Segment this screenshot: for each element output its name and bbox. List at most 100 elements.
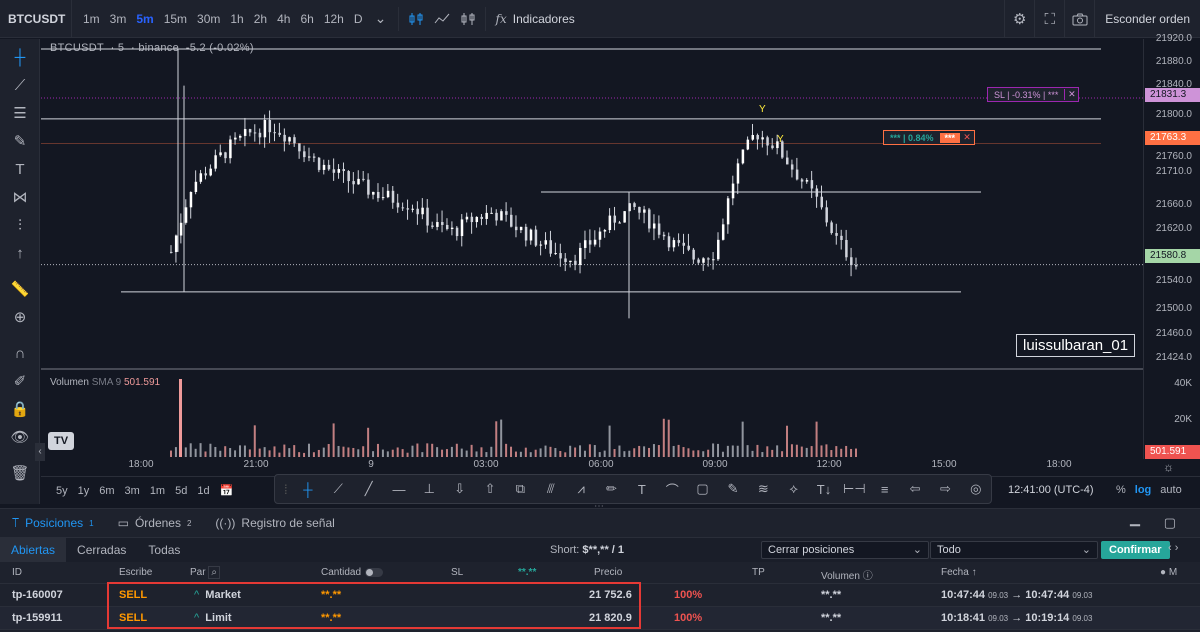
- range-1d[interactable]: 1d: [197, 484, 210, 497]
- date-range-icon[interactable]: ⊢⊣: [843, 481, 866, 496]
- camera-icon[interactable]: [1064, 0, 1094, 38]
- pencil-icon[interactable]: ✏: [606, 481, 617, 496]
- crosshair-icon[interactable]: ┼: [303, 481, 313, 497]
- percent-scale-toggle[interactable]: %: [1116, 484, 1126, 496]
- zoom-in-icon[interactable]: ⊕: [13, 309, 27, 326]
- col-type[interactable]: Escribe: [119, 567, 153, 578]
- lock-icon[interactable]: 🔒: [10, 401, 30, 418]
- maximize-icon[interactable]: ▢: [1163, 515, 1176, 530]
- arrow-left-icon[interactable]: ⇦: [909, 481, 921, 496]
- range-1m[interactable]: 1m: [149, 484, 166, 497]
- line-chart-icon[interactable]: [429, 0, 455, 38]
- ray-icon[interactable]: ╱: [364, 481, 373, 496]
- fib-fan-icon[interactable]: ≋: [757, 481, 769, 496]
- clock[interactable]: 12:41:00 (UTC-4): [1008, 484, 1094, 496]
- search-icon[interactable]: ⌕: [208, 566, 220, 579]
- subtab-all[interactable]: Todas: [148, 543, 181, 557]
- timeframe-4h[interactable]: 4h: [277, 11, 291, 26]
- bars-icon[interactable]: [455, 0, 481, 38]
- fullscreen-icon[interactable]: ⛶: [1034, 0, 1064, 38]
- tab-positions[interactable]: ⟙ Posiciones 1: [0, 509, 106, 538]
- table-row[interactable]: tp-159911 SELL ^ Limit **.** 21 820.9 10…: [0, 607, 1200, 630]
- scroll-arrows-icon[interactable]: ‹ ›: [1168, 542, 1179, 554]
- subtab-closed[interactable]: Cerradas: [77, 543, 127, 557]
- col-id[interactable]: ID: [12, 567, 22, 578]
- fib-icon[interactable]: ⫶: [18, 216, 22, 234]
- timeframe-1m[interactable]: 1m: [83, 11, 100, 26]
- candles-icon[interactable]: [403, 0, 429, 38]
- close-icon[interactable]: ✕: [1064, 89, 1078, 100]
- zigzag-icon[interactable]: ⩘: [577, 481, 585, 496]
- tp-order-label[interactable]: *** | 0.84% *** ✕: [883, 130, 976, 145]
- timeframe-3m[interactable]: 3m: [109, 11, 127, 26]
- col-tp[interactable]: TP: [752, 567, 765, 578]
- trend-line-icon[interactable]: ⟋: [333, 481, 343, 496]
- indicators-button[interactable]: fx Indicadores: [490, 12, 581, 26]
- col-pnl[interactable]: **.**: [518, 567, 537, 578]
- drag-handle-icon[interactable]: ⁞: [284, 481, 288, 497]
- trash-icon[interactable]: 🗑: [10, 465, 30, 482]
- log-scale-toggle[interactable]: log: [1134, 484, 1152, 496]
- range-1y[interactable]: 1y: [77, 484, 90, 497]
- timeframe-30m[interactable]: 30m: [197, 11, 221, 26]
- text-arrow-icon[interactable]: T↓: [816, 481, 832, 497]
- close-positions-select[interactable]: Cerrar posiciones ⌄: [761, 541, 929, 559]
- subtab-open[interactable]: Abiertas: [0, 538, 67, 562]
- arrow-up-icon[interactable]: ↑: [16, 244, 24, 262]
- more-icon[interactable]: ● M: [1160, 567, 1178, 578]
- lines-icon[interactable]: ≡: [880, 481, 889, 497]
- col-volume[interactable]: Volumen ⓘ: [821, 567, 873, 582]
- symbol-search[interactable]: BTCUSDT: [0, 0, 72, 38]
- horizontal-ray-icon[interactable]: —: [392, 481, 406, 497]
- hide-orders-button[interactable]: Esconder orden: [1094, 0, 1200, 38]
- arrow-up-icon[interactable]: ⇧: [484, 481, 496, 496]
- tab-orders[interactable]: ▭ Órdenes 2: [106, 509, 204, 538]
- arrow-down-icon[interactable]: ⇩: [454, 481, 466, 496]
- measure-icon[interactable]: ⟡: [789, 481, 798, 496]
- timeframe-12h[interactable]: 12h: [323, 11, 344, 26]
- help-icon[interactable]: ⓘ: [862, 571, 873, 582]
- collapse-left-icon[interactable]: ‹: [35, 443, 45, 461]
- chevron-down-icon[interactable]: ⌄: [374, 10, 387, 26]
- col-quantity[interactable]: Cantidad: [321, 567, 384, 578]
- timeframe-5m[interactable]: 5m: [136, 11, 154, 26]
- confirm-button[interactable]: Confirmar: [1101, 541, 1170, 559]
- arrow-right-icon[interactable]: ⇨: [939, 481, 951, 496]
- vertical-line-icon[interactable]: ⊥: [423, 481, 435, 496]
- text-icon[interactable]: T: [15, 160, 25, 178]
- lock-pencil-icon[interactable]: ✐: [13, 373, 27, 390]
- crosshair-icon[interactable]: ┼: [14, 48, 26, 66]
- target-icon[interactable]: ◎: [970, 481, 982, 496]
- pattern-icon[interactable]: ⋈: [12, 189, 28, 206]
- sl-order-label[interactable]: SL | -0.31% | *** ✕: [987, 87, 1080, 102]
- price-scale[interactable]: 21920.0 21880.0 21840.0 21800.0 21760.0 …: [1143, 33, 1200, 459]
- text-icon[interactable]: T: [637, 481, 646, 497]
- eye-icon[interactable]: 👁: [10, 429, 30, 446]
- curve-icon[interactable]: ⌒: [665, 482, 679, 498]
- range-3m[interactable]: 3m: [124, 484, 140, 497]
- timeframe-15m[interactable]: 15m: [163, 11, 188, 26]
- magnet-icon[interactable]: ∩: [14, 344, 26, 362]
- brush-icon[interactable]: ✎: [13, 133, 27, 150]
- timeframe-1h[interactable]: 1h: [230, 11, 244, 26]
- col-price[interactable]: Precio: [594, 567, 623, 578]
- brush-icon[interactable]: ✎: [727, 481, 739, 496]
- quantity-toggle[interactable]: [365, 567, 384, 577]
- ruler-icon[interactable]: 📏: [10, 281, 30, 298]
- trend-line-icon[interactable]: ⟋: [14, 76, 26, 94]
- time-axis[interactable]: 18:00 21:00 9 03:00 06:00 09:00 12:00 15…: [41, 459, 1143, 475]
- timeframe-2h[interactable]: 2h: [253, 11, 268, 26]
- filter-select[interactable]: Todo ⌄: [930, 541, 1098, 559]
- go-to-date-icon[interactable]: 📅: [219, 485, 234, 497]
- channel-icon[interactable]: ⧉: [515, 481, 526, 496]
- table-row[interactable]: tp-160007 SELL ^ Market **.** 21 752.6 1…: [0, 584, 1200, 607]
- horizontal-lines-icon[interactable]: ☰: [13, 105, 27, 122]
- timeframe-6h[interactable]: 6h: [300, 11, 314, 26]
- rectangle-icon[interactable]: ▢: [696, 481, 709, 496]
- close-icon[interactable]: ✕: [963, 132, 971, 142]
- gear-icon[interactable]: ☼: [1163, 460, 1174, 474]
- parallel-icon[interactable]: ⫻: [546, 481, 555, 496]
- minimize-icon[interactable]: ▁: [1130, 511, 1140, 526]
- range-5d[interactable]: 5d: [175, 484, 188, 497]
